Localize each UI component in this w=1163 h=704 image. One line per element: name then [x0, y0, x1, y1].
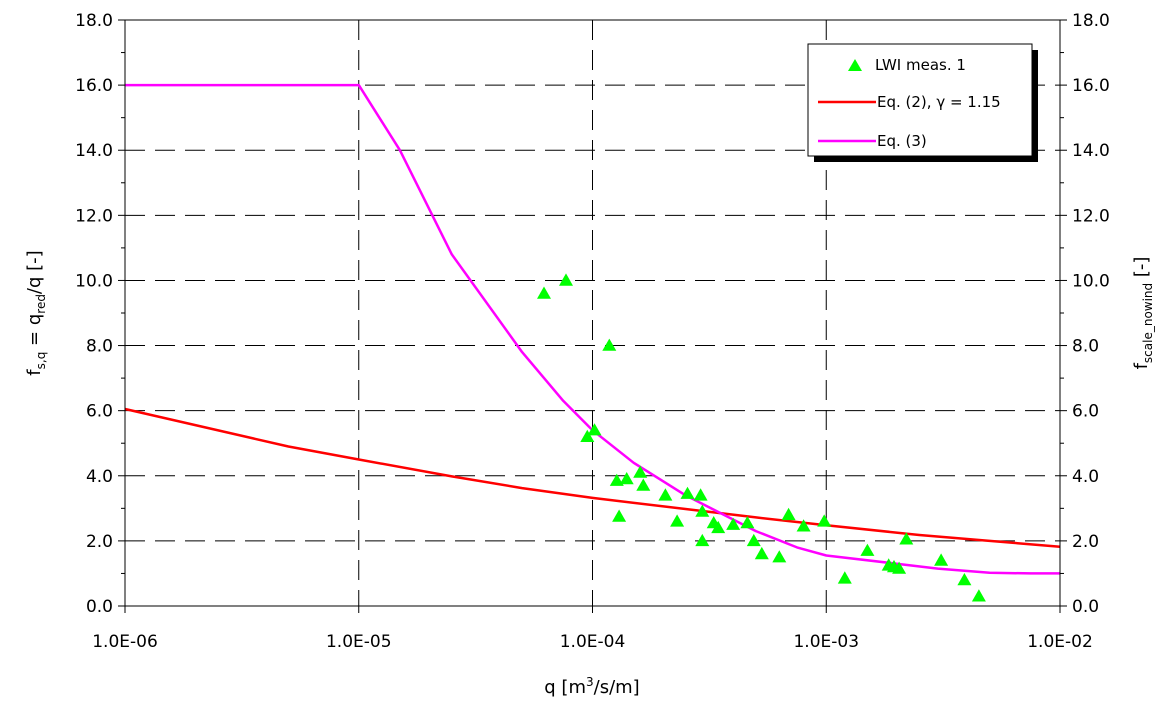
y2-tick-label: 8.0 [1072, 337, 1099, 357]
legend-box [807, 43, 1033, 157]
data-point-triangle [934, 553, 949, 566]
y-tick-label: 18.0 [75, 11, 113, 31]
x-tick-label: 1.0E-03 [793, 632, 859, 652]
y-tick-label: 6.0 [86, 402, 113, 422]
y2-tick-label: 0.0 [1072, 597, 1099, 617]
data-point-triangle [612, 509, 627, 522]
data-point-triangle [781, 507, 796, 521]
x-tick-label: 1.0E-06 [92, 632, 158, 652]
y2-axis-label: fscale_nowind [-] [1131, 257, 1155, 370]
y2-tick-label: 2.0 [1072, 532, 1099, 552]
data-point-triangle [680, 486, 695, 499]
data-point-triangle [957, 573, 972, 586]
legend-label-lwi: LWI meas. 1 [875, 56, 966, 74]
data-point-triangle [670, 514, 685, 527]
series-line-1 [124, 407, 1061, 548]
x-tick-label: 1.0E-04 [560, 632, 626, 652]
y-tick-label: 0.0 [86, 597, 113, 617]
data-point-triangle [892, 561, 907, 574]
data-point-triangle [658, 488, 673, 501]
data-point-triangle [971, 589, 986, 602]
data-point-triangle [899, 532, 914, 545]
y-tick-label: 12.0 [75, 206, 113, 226]
data-point-triangle [633, 465, 648, 478]
data-point-triangle [837, 571, 852, 584]
data-point-triangle [602, 338, 617, 351]
data-point-triangle [772, 550, 787, 563]
data-point-triangle [695, 533, 710, 547]
legend-label-eq3: Eq. (3) [877, 132, 927, 150]
data-point-triangle [619, 472, 634, 485]
data-point-triangle [796, 519, 811, 532]
data-point-triangle [693, 488, 708, 501]
y2-tick-label: 6.0 [1072, 402, 1099, 422]
y-tick-label: 16.0 [75, 76, 113, 96]
data-point-triangle [754, 546, 769, 560]
y2-tick-label: 10.0 [1072, 271, 1110, 291]
legend: LWI meas. 1 Eq. (2), γ = 1.15 Eq. (3) [807, 43, 1038, 162]
data-point-triangle [580, 429, 595, 442]
x-axis-label: q [m3/s/m] [544, 675, 639, 698]
y2-tick-label: 4.0 [1072, 467, 1099, 487]
data-point-triangle [695, 504, 710, 517]
y-tick-label: 2.0 [86, 532, 113, 552]
y2-tick-label: 14.0 [1072, 141, 1110, 161]
x-tick-label: 1.0E-05 [326, 632, 392, 652]
data-point-triangle [537, 286, 551, 299]
data-point-triangle [726, 517, 741, 530]
data-point-triangle [746, 533, 761, 547]
series-layer [124, 83, 1061, 602]
data-point-triangle [740, 516, 755, 529]
data-point-triangle [860, 543, 875, 556]
y-tick-label: 8.0 [86, 337, 113, 357]
x-tick-label: 1.0E-02 [1027, 632, 1093, 652]
data-point-triangle [587, 423, 602, 436]
y-tick-label: 10.0 [75, 271, 113, 291]
y2-tick-label: 18.0 [1072, 11, 1110, 31]
y2-tick-label: 12.0 [1072, 206, 1110, 226]
axes: 0.0 0.0 2.0 2.0 4.0 4.0 6.0 6.0 8.0 8.0 10.0 10.0 12… [75, 11, 1110, 652]
y2-tick-label: 16.0 [1072, 76, 1110, 96]
y-tick-label: 4.0 [86, 467, 113, 487]
legend-marker-lwi [848, 59, 862, 71]
data-point-triangle [609, 473, 624, 486]
data-point-triangle [817, 514, 832, 527]
grid [125, 20, 1060, 606]
y-tick-label: 14.0 [75, 141, 113, 161]
data-point-triangle [559, 273, 573, 286]
data-point-triangle [636, 478, 651, 491]
data-point-triangle [711, 520, 726, 534]
y-axis-label: fs,q = qred/q [-] [24, 250, 48, 375]
legend-label-eq2: Eq. (2), γ = 1.15 [877, 93, 1001, 111]
